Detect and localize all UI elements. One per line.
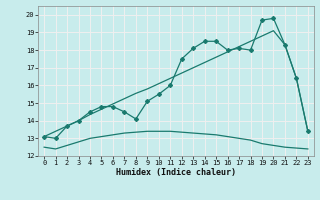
X-axis label: Humidex (Indice chaleur): Humidex (Indice chaleur) <box>116 168 236 177</box>
